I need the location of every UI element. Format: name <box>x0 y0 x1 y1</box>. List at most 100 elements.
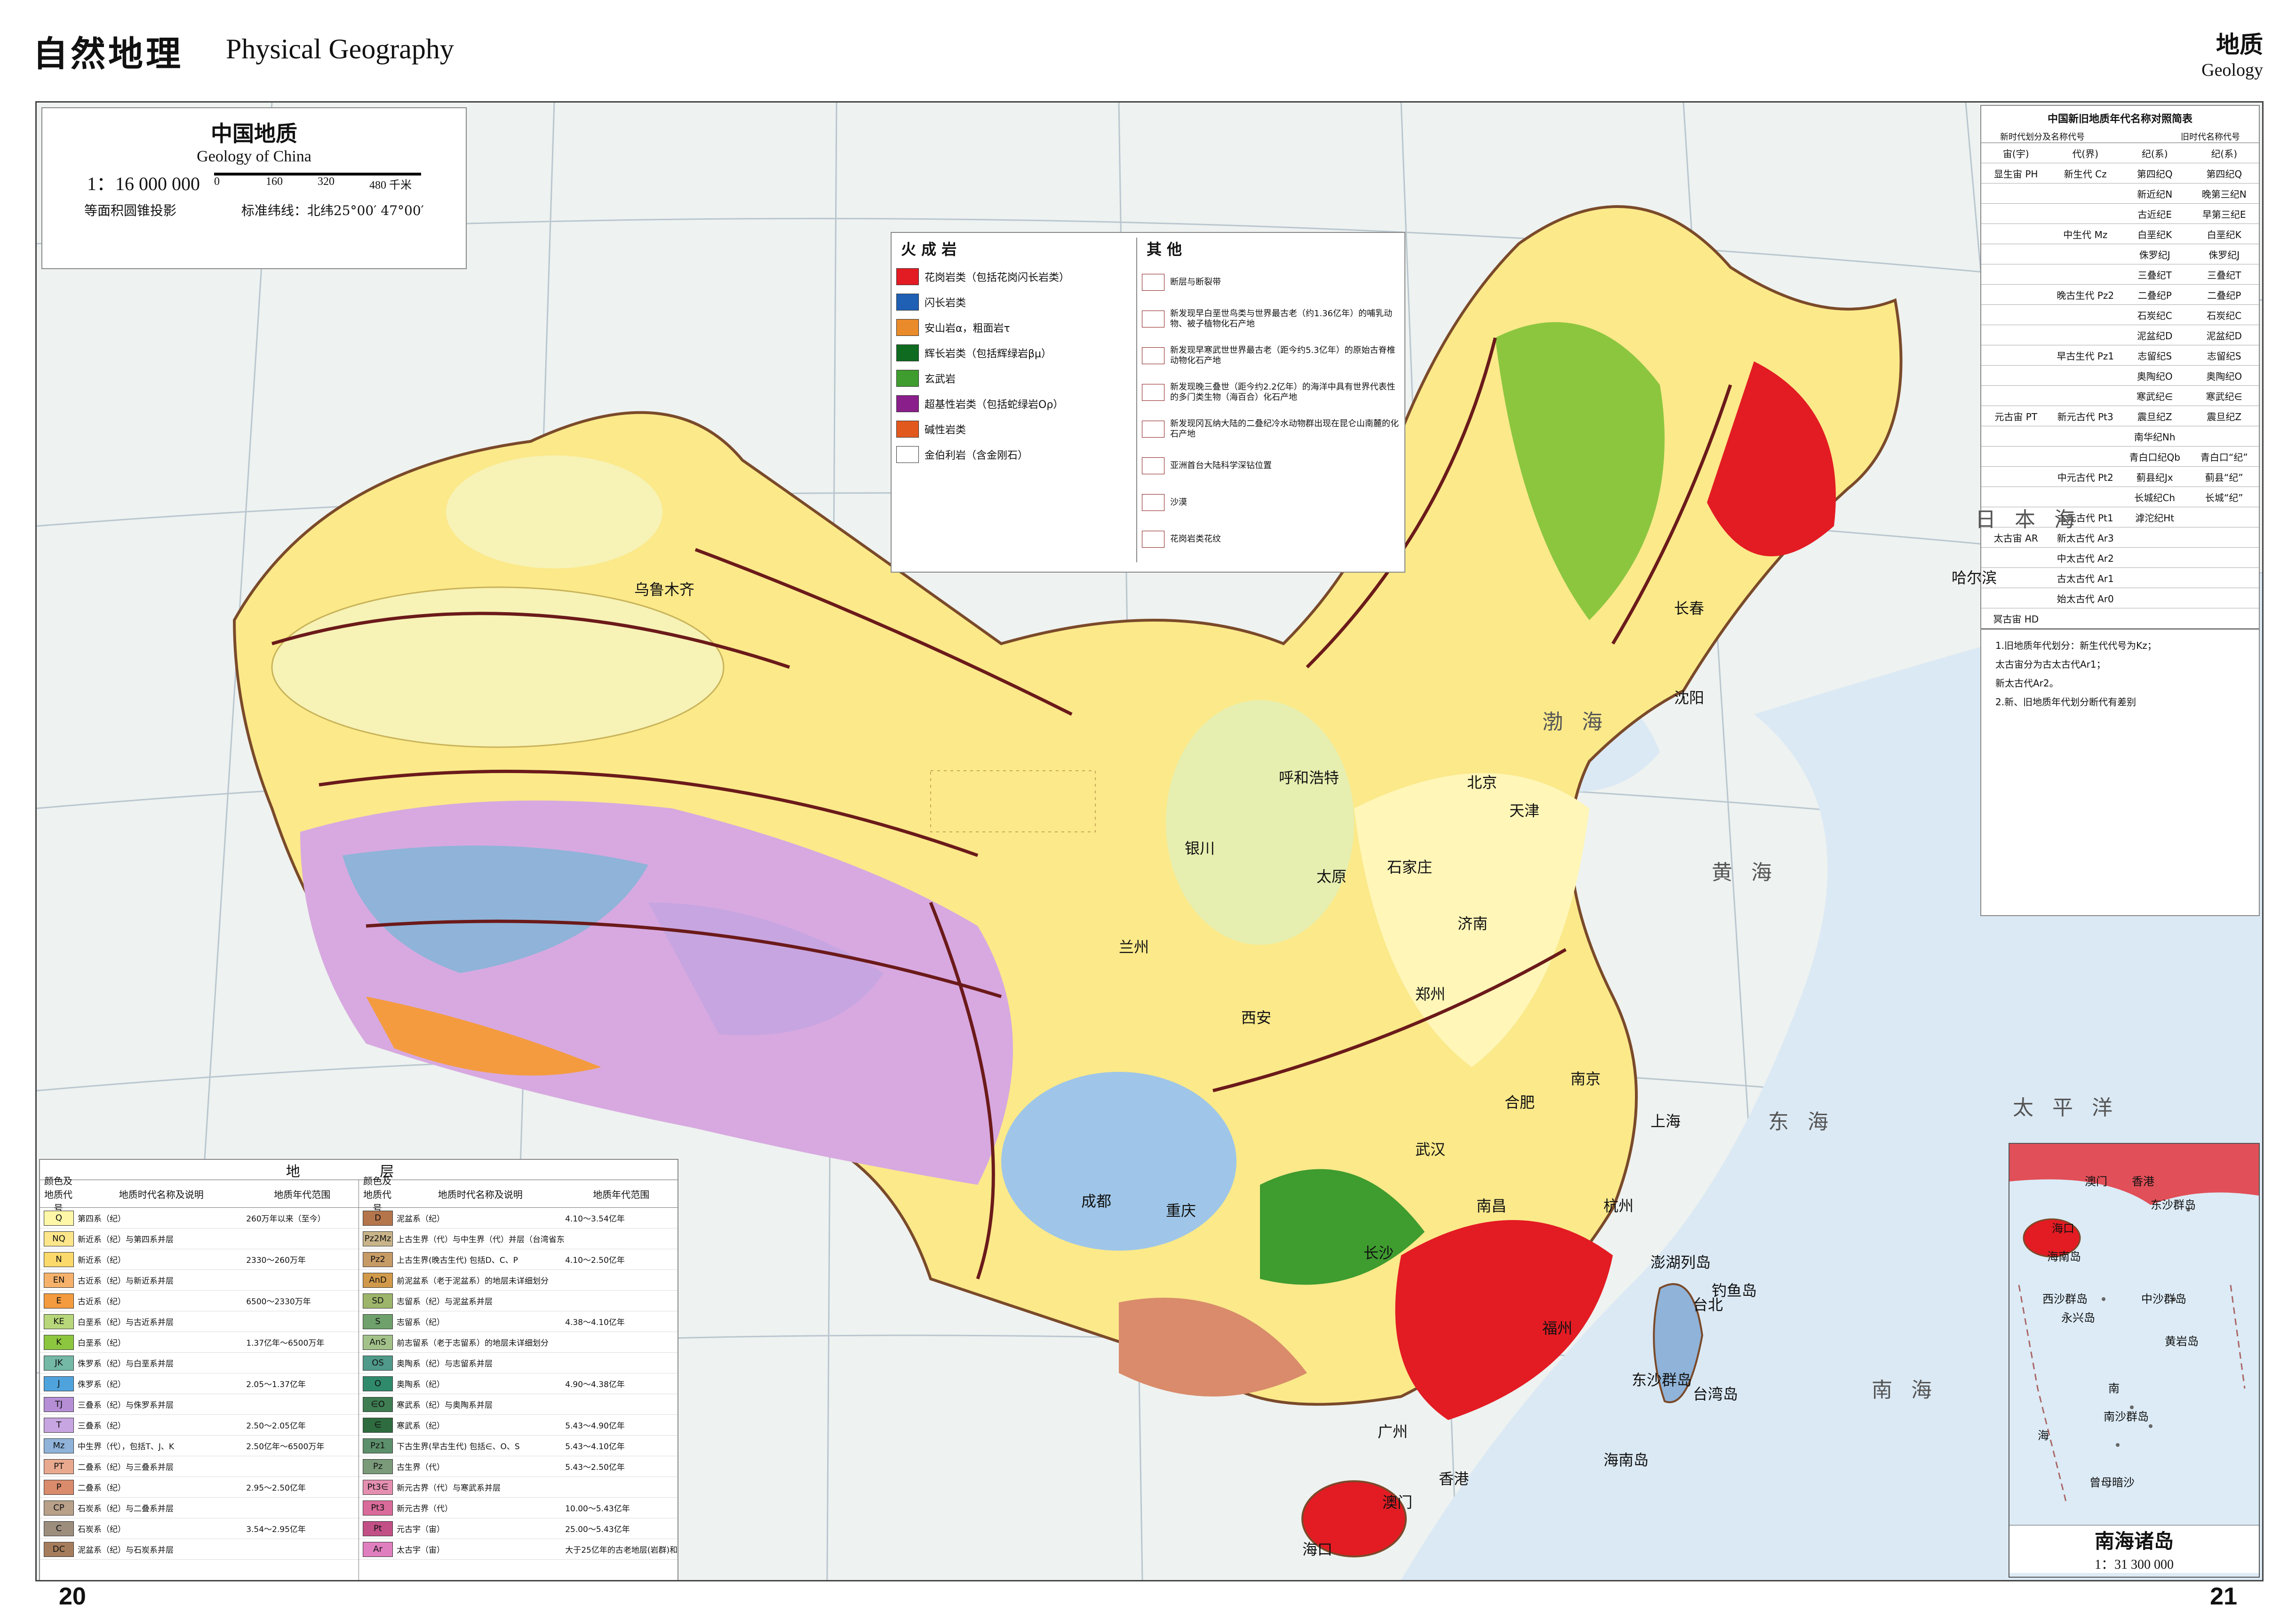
era-table-row: 古元古代 Pt1 滹沱纪Ht <box>1981 507 2259 527</box>
era-table-cell: 早古生代 Pz1 <box>2057 350 2114 362</box>
city-label: 呼和浩特 <box>1279 769 1339 787</box>
era-table-cell: 石炭纪C <box>2137 310 2172 321</box>
legend-label: 新发现早寒武世世界最古老（距今约5.3亿年）的原始古脊椎动物化石产地 <box>1170 345 1395 366</box>
era-table-cell: 白垩纪K <box>2207 229 2241 240</box>
other-legend-item: 新发现晚三叠世（距今约2.2亿年）的海洋中具有世界代表性的多门类生物（海百合）化… <box>1137 374 1401 411</box>
era-table-cell: 白垩纪K <box>2137 229 2172 240</box>
era-table-row: 太古宙 AR 新太古代 Ar3 <box>1981 527 2259 548</box>
strata-age: 1.37亿年～6500万年 <box>246 1339 325 1348</box>
city-label: 台北 <box>1693 1296 1723 1314</box>
era-table-row: 元古宙 PT 新元古代 Pt3 震旦纪Z 震旦纪Z <box>1981 406 2259 426</box>
strata-code: ∈O <box>363 1397 393 1412</box>
scale-row: 1：16 000 000 0 160 320 480 千米 <box>42 168 466 196</box>
strata-desc: 奥陶系（纪）与志留系并层 <box>397 1359 493 1369</box>
sea-label: 东海 <box>1768 1110 1847 1134</box>
era-table-row: 晚古生代 Pz2 二叠纪P 二叠纪P <box>1981 285 2259 305</box>
strata-code: S <box>363 1314 393 1329</box>
other-legend-item: 沙漠 <box>1137 484 1401 521</box>
legend-label: 安山岩α，粗面岩τ <box>925 323 1010 335</box>
strata-age: 5.43～4.10亿年 <box>565 1442 625 1452</box>
city-label: 上海 <box>1650 1112 1681 1130</box>
legend-label: 闪长岩类 <box>925 297 966 309</box>
strata-legend-row: Pz2 上古生界(晚古生代) 包括D、C、P 4.10～2.50亿年 <box>359 1249 678 1270</box>
inset-place-label: 东沙群岛 <box>2151 1198 2196 1212</box>
era-table-row: 长城纪Ch 长城“纪” <box>1981 487 2259 507</box>
map-title-en: Geology of China <box>197 148 311 165</box>
legend-label: 亚洲首台大陆科学深钻位置 <box>1170 461 1272 471</box>
era-table-cell: 宙(宇) <box>2002 148 2029 160</box>
legend-label: 超基性岩类（包括蛇绿岩Oρ） <box>925 399 1064 411</box>
era-table-cell: 显生宙 PH <box>1994 168 2038 180</box>
city-label: 兰州 <box>1119 938 1149 956</box>
city-label: 济南 <box>1458 915 1488 933</box>
section-en: Geology <box>2201 60 2263 80</box>
inset-place-label: 香港 <box>2132 1175 2154 1188</box>
legend-symbol-icon <box>1142 384 1164 401</box>
strata-code: D <box>363 1210 393 1226</box>
city-label: 台湾岛 <box>1693 1385 1738 1403</box>
igneous-column: 火 成 岩 花岗岩类（包括花岗闪长岩类） 闪长岩类 安山岩α，粗面岩τ 辉长岩类（包括… <box>892 238 1136 467</box>
era-table-cell: 侏罗纪J <box>2139 249 2170 261</box>
legend-label: 花岗岩类（包括花岗闪长岩类） <box>925 272 1070 284</box>
era-table-cell: 晚古生代 Pz2 <box>2057 289 2114 301</box>
inset-place-label: 南沙群岛 <box>2104 1410 2149 1423</box>
strata-desc: 上古生界（代）与中生界（代）并层（台湾省东部） <box>397 1235 566 1245</box>
legend-symbol-icon <box>1142 274 1164 291</box>
projection: 等面积圆锥投影 <box>84 203 176 218</box>
strata-code: J <box>44 1376 74 1391</box>
inset-scale: 1：31 300 000 <box>2094 1557 2174 1572</box>
strata-age: 5.43～4.90亿年 <box>565 1421 625 1431</box>
era-table-cell: 南华纪Nh <box>2134 431 2176 443</box>
inset-place-label: 海南岛 <box>2047 1250 2081 1263</box>
standard-parallels: 标准纬线：北纬25°00′ 47°00′ <box>241 203 424 218</box>
scale-tick: 480 千米 <box>369 172 421 192</box>
era-table-row: 寒武纪∈ 寒武纪∈ <box>1981 386 2259 406</box>
igneous-legend: 火 成 岩 花岗岩类（包括花岗闪长岩类） 闪长岩类 安山岩α，粗面岩τ 辉长岩类（包括… <box>891 232 1405 573</box>
strata-code: OS <box>363 1355 393 1371</box>
era-table-cell: 蓟县“纪” <box>2205 471 2243 483</box>
inset-place-label: 海 <box>2038 1429 2049 1442</box>
inset-place-label: 黄岩岛 <box>2165 1335 2199 1348</box>
era-table-cell: 始太古代 Ar0 <box>2057 593 2114 605</box>
strata-legend-row: Mz 中生界（代），包括T、J、K 2.50亿年～6500万年 <box>40 1436 359 1456</box>
strata-age: 4.90～4.38亿年 <box>565 1380 625 1389</box>
era-note: 1.旧地质年代划分：新生代代号为Kz； <box>1995 640 2157 651</box>
strata-legend-row: AnS 前志留系（老于志留系）的地层未详细划分 <box>359 1332 678 1353</box>
era-table-cell: 志留纪S <box>2137 350 2172 362</box>
sea-label: 太平洋 <box>2013 1096 2131 1120</box>
legend-label: 玄武岩 <box>925 374 956 385</box>
era-table-cell: 晚第三纪N <box>2201 188 2247 200</box>
legend-label: 金伯利岩（含金刚石） <box>925 450 1028 462</box>
header-subtitle: Physical Geography <box>226 33 454 64</box>
strata-desc: 前泥盆系（老于泥盆系）的地层未详细划分 <box>397 1277 549 1286</box>
scale-tick: 320 <box>318 172 369 192</box>
sea-label: 南海 <box>1872 1378 1951 1402</box>
section-zh: 地质 <box>2216 32 2263 58</box>
era-table-cell: 古太古代 Ar1 <box>2057 573 2114 584</box>
legend-swatch <box>896 446 919 463</box>
inset-place-label: 西沙群岛 <box>2042 1293 2088 1306</box>
era-table-cell: 冥古宙 HD <box>1993 613 2039 625</box>
city-label: 银川 <box>1185 839 1215 857</box>
other-legend-item: 亚洲首台大陆科学深钻位置 <box>1137 447 1401 484</box>
city-label: 乌鲁木齐 <box>634 581 695 599</box>
era-table-cell: 中生代 Mz <box>2063 229 2108 240</box>
era-table-cell: 太古宙 AR <box>1993 532 2038 544</box>
strata-age: 4.10～3.54亿年 <box>565 1214 625 1224</box>
strata-desc: 侏罗系（纪）与白垩系并层 <box>78 1359 174 1369</box>
strata-legend-row: CP 石炭系（纪）与二叠系并层 <box>40 1498 359 1518</box>
era-table-cell: 石炭纪C <box>2207 310 2242 321</box>
strata-age: 25.00～5.43亿年 <box>565 1525 630 1534</box>
inset-place-label: 海口 <box>2052 1222 2074 1235</box>
other-heading: 其 他 <box>1147 240 1182 258</box>
era-table-cell: 寒武纪∈ <box>2206 391 2242 402</box>
era-table-cell: 代(界) <box>2072 148 2099 160</box>
strata-hdr-age: 地质年代范围 <box>274 1189 331 1200</box>
era-table-title: 中国新旧地质年代名称对照简表 <box>2047 113 2192 125</box>
strata-desc: 二叠系（纪） <box>78 1484 126 1493</box>
strata-code: JK <box>44 1355 74 1371</box>
strata-legend-row: PT 二叠系（纪）与三叠系并层 <box>40 1456 359 1477</box>
era-table-row: 新近纪N 晚第三纪N <box>1981 184 2259 204</box>
city-label: 东沙群岛 <box>1632 1371 1692 1389</box>
legend-swatch <box>896 421 919 438</box>
